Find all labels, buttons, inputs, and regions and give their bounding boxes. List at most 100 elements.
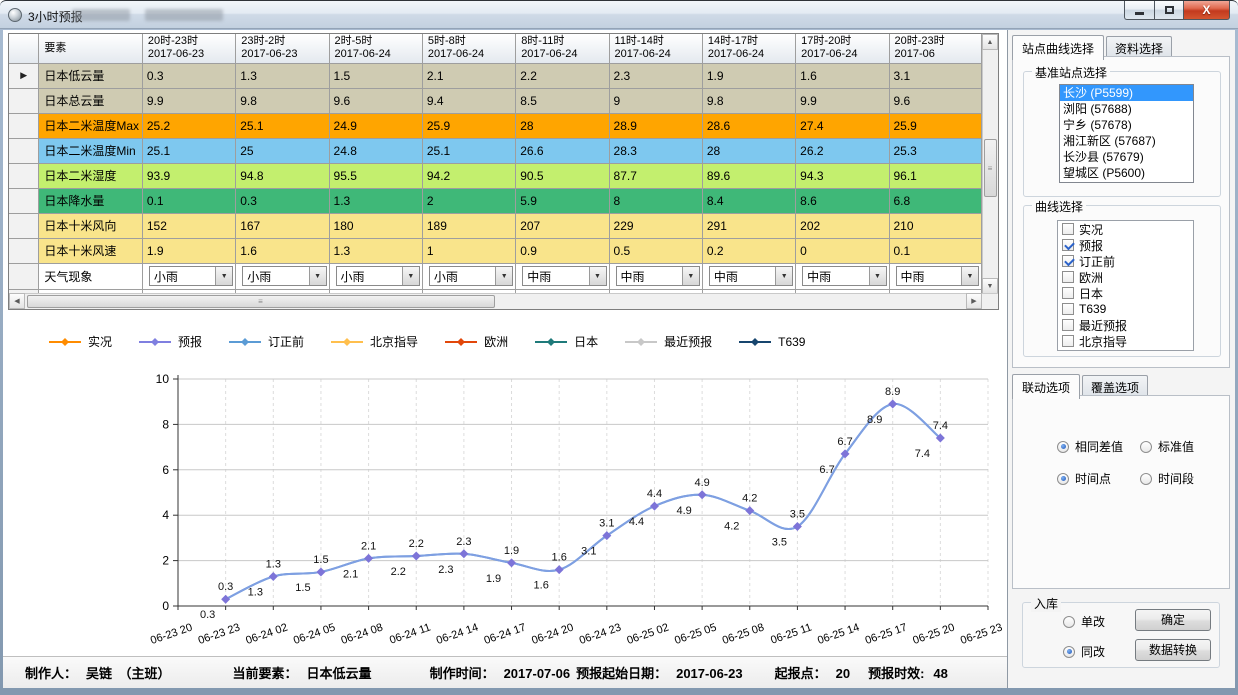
value-cell[interactable]: 27.4 bbox=[795, 113, 890, 139]
checkbox-icon[interactable] bbox=[1062, 319, 1074, 331]
value-cell[interactable]: 28.6 bbox=[702, 113, 797, 139]
station-list-item[interactable]: 湘江新区 (57687) bbox=[1063, 134, 1156, 148]
curve-checkbox-row[interactable]: T639 bbox=[1058, 301, 1193, 317]
checkbox-icon[interactable] bbox=[1062, 303, 1074, 315]
curve-checkbox-row[interactable]: 日本 bbox=[1058, 285, 1193, 301]
value-cell[interactable]: 87.7 bbox=[609, 163, 703, 189]
value-cell[interactable]: 25 bbox=[235, 138, 330, 164]
value-cell[interactable] bbox=[795, 289, 890, 294]
value-cell[interactable] bbox=[329, 289, 423, 294]
value-cell[interactable]: 0.9 bbox=[515, 238, 610, 264]
dropdown-arrow-icon[interactable]: ▼ bbox=[495, 267, 513, 285]
weather-combo[interactable]: 中雨 ▼ bbox=[615, 266, 700, 286]
value-cell[interactable]: 0.3 bbox=[235, 188, 330, 214]
dropdown-arrow-icon[interactable]: ▼ bbox=[681, 267, 699, 285]
radio-standard-value[interactable]: 标准值 bbox=[1140, 438, 1194, 455]
value-cell[interactable]: 94.8 bbox=[235, 163, 330, 189]
value-cell[interactable]: 207 bbox=[515, 213, 610, 239]
value-cell[interactable] bbox=[422, 289, 517, 294]
value-cell[interactable]: 152 bbox=[142, 213, 237, 239]
value-cell[interactable]: 1.5 bbox=[329, 63, 423, 89]
value-cell[interactable]: 26.6 bbox=[515, 138, 610, 164]
value-cell[interactable]: 1.3 bbox=[235, 63, 330, 89]
value-cell[interactable]: 2 bbox=[422, 188, 517, 214]
value-cell[interactable]: 24.8 bbox=[329, 138, 423, 164]
value-cell[interactable]: 0.1 bbox=[142, 188, 237, 214]
table-header-cell[interactable]: 14时-17时 2017-06-24 bbox=[702, 34, 797, 64]
value-cell[interactable]: 26.2 bbox=[795, 138, 890, 164]
value-cell[interactable]: 180 bbox=[329, 213, 423, 239]
table-header-cell[interactable]: 2时-5时 2017-06-24 bbox=[329, 34, 423, 64]
value-cell[interactable]: 90.5 bbox=[515, 163, 610, 189]
dropdown-arrow-icon[interactable]: ▼ bbox=[215, 267, 233, 285]
table-header-cell[interactable]: 8时-11时 2017-06-24 bbox=[515, 34, 610, 64]
value-cell[interactable]: 95.5 bbox=[329, 163, 423, 189]
station-list-item[interactable]: 长沙县 (57679) bbox=[1063, 150, 1144, 164]
value-cell[interactable]: 8.4 bbox=[702, 188, 797, 214]
value-cell[interactable]: 中雨 ▼ bbox=[609, 263, 703, 290]
value-cell[interactable]: 93.9 bbox=[142, 163, 237, 189]
minimize-button[interactable] bbox=[1124, 1, 1154, 20]
value-cell[interactable]: 96.1 bbox=[889, 163, 982, 189]
value-cell[interactable]: 9.6 bbox=[889, 88, 982, 114]
weather-combo[interactable]: 中雨 ▼ bbox=[708, 266, 794, 286]
value-cell[interactable]: 0.3 bbox=[142, 63, 237, 89]
tab-link-options[interactable]: 联动选项 bbox=[1012, 374, 1081, 399]
value-cell[interactable]: 1.9 bbox=[142, 238, 237, 264]
hscroll-thumb[interactable]: ≡ bbox=[27, 295, 495, 308]
value-cell[interactable]: 9.4 bbox=[422, 88, 517, 114]
checkbox-icon[interactable] bbox=[1062, 223, 1074, 235]
checkbox-icon[interactable] bbox=[1062, 271, 1074, 283]
station-list-item[interactable]: 望城区 (P5600) bbox=[1063, 166, 1146, 180]
table-header-cell[interactable]: 23时-2时 2017-06-23 bbox=[235, 34, 330, 64]
radio-single-edit[interactable]: 单改 bbox=[1063, 613, 1105, 630]
weather-combo[interactable]: 中雨 ▼ bbox=[802, 266, 887, 286]
weather-combo[interactable]: 小雨 ▼ bbox=[148, 266, 234, 286]
value-cell[interactable]: 1.9 bbox=[702, 63, 797, 89]
value-cell[interactable]: 中雨 ▼ bbox=[702, 263, 797, 290]
weather-combo[interactable]: 中雨 ▼ bbox=[522, 266, 607, 286]
maximize-button[interactable] bbox=[1154, 1, 1184, 20]
radio-time-range[interactable]: 时间段 bbox=[1140, 470, 1194, 487]
dropdown-arrow-icon[interactable]: ▼ bbox=[868, 267, 886, 285]
dropdown-arrow-icon[interactable]: ▼ bbox=[308, 267, 326, 285]
value-cell[interactable]: 25.1 bbox=[235, 113, 330, 139]
value-cell[interactable] bbox=[889, 289, 982, 294]
value-cell[interactable]: 小雨 ▼ bbox=[329, 263, 423, 290]
value-cell[interactable]: 9.8 bbox=[235, 88, 330, 114]
value-cell[interactable]: 1.6 bbox=[235, 238, 330, 264]
scroll-left-icon[interactable]: ◀ bbox=[9, 293, 25, 309]
value-cell[interactable]: 189 bbox=[422, 213, 517, 239]
dropdown-arrow-icon[interactable]: ▼ bbox=[775, 267, 793, 285]
value-cell[interactable]: 28.3 bbox=[609, 138, 703, 164]
scroll-right-icon[interactable]: ▶ bbox=[966, 293, 982, 309]
curve-checkbox-row[interactable]: 北京指导 bbox=[1058, 333, 1193, 349]
weather-combo[interactable]: 小雨 ▼ bbox=[428, 266, 514, 286]
value-cell[interactable]: 202 bbox=[795, 213, 890, 239]
value-cell[interactable]: 0 bbox=[795, 238, 890, 264]
value-cell[interactable]: 9 bbox=[609, 88, 703, 114]
value-cell[interactable] bbox=[515, 289, 610, 294]
value-cell[interactable]: 94.2 bbox=[422, 163, 517, 189]
value-cell[interactable]: 5.9 bbox=[515, 188, 610, 214]
confirm-button[interactable]: 确定 bbox=[1135, 609, 1211, 631]
curve-checkbox-row[interactable]: 最近预报 bbox=[1058, 317, 1193, 333]
weather-combo[interactable]: 小雨 ▼ bbox=[335, 266, 420, 286]
value-cell[interactable] bbox=[702, 289, 797, 294]
tab-data-select[interactable]: 资料选择 bbox=[1106, 36, 1173, 59]
value-cell[interactable]: 2.1 bbox=[422, 63, 517, 89]
curve-checkbox-row[interactable]: 订正前 bbox=[1058, 253, 1193, 269]
value-cell[interactable]: 0.5 bbox=[609, 238, 703, 264]
value-cell[interactable]: 6.8 bbox=[889, 188, 982, 214]
value-cell[interactable]: 2.3 bbox=[609, 63, 703, 89]
value-cell[interactable]: 小雨 ▼ bbox=[142, 263, 237, 290]
vscroll-thumb[interactable]: ≡ bbox=[984, 139, 997, 197]
table-header-cell[interactable]: 11时-14时 2017-06-24 bbox=[609, 34, 703, 64]
station-list-item[interactable]: 宁乡 (57678) bbox=[1063, 118, 1132, 132]
weather-combo[interactable]: 小雨 ▼ bbox=[242, 266, 327, 286]
curve-checkbox-row[interactable]: 预报 bbox=[1058, 237, 1193, 253]
value-cell[interactable]: 229 bbox=[609, 213, 703, 239]
table-header-cell[interactable]: 5时-8时 2017-06-24 bbox=[422, 34, 517, 64]
scroll-up-icon[interactable]: ▲ bbox=[982, 34, 998, 50]
value-cell[interactable]: 中雨 ▼ bbox=[795, 263, 890, 290]
